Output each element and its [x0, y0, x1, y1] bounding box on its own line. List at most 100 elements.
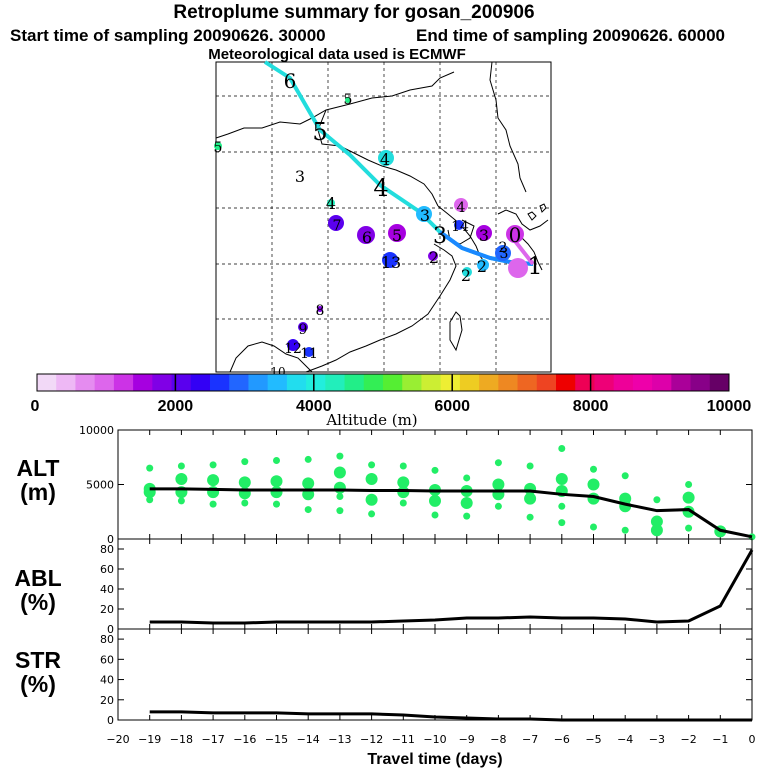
map-day-label: 5: [344, 92, 353, 108]
x-tick-label: −18: [170, 733, 193, 746]
x-tick-label: −10: [423, 733, 446, 746]
y-tick-label: 5000: [86, 479, 114, 492]
x-tick-label: −3: [649, 733, 665, 746]
x-tick-label: −1: [712, 733, 728, 746]
map-day-label: 2: [477, 257, 487, 276]
colorbar-swatch: [479, 374, 499, 391]
alt-particle-point: [494, 459, 502, 467]
alt-particle-point: [333, 481, 346, 494]
chart-title: Retroplume summary for gosan_200906: [173, 2, 535, 23]
x-tick-label: −14: [297, 733, 320, 746]
map-day-label: 4: [326, 194, 336, 213]
alt-particle-point: [524, 492, 537, 505]
x-tick-label: −20: [106, 733, 129, 746]
colorbar-swatch: [421, 374, 442, 391]
x-tick-label: −19: [138, 733, 161, 746]
alt-particle-point: [207, 474, 220, 487]
alt-particle-point: [177, 462, 185, 470]
alt-particle-point: [587, 478, 600, 491]
map-particles: [214, 97, 528, 357]
x-tick-label: −9: [459, 733, 475, 746]
x-tick-label: −6: [554, 733, 570, 746]
alt-particle-point: [273, 457, 280, 465]
map-day-label: 2: [461, 266, 471, 285]
map-day-label: 3: [295, 167, 305, 186]
alt-particle-point: [685, 481, 693, 488]
x-tick-label: −13: [328, 733, 351, 746]
alt-particle-point: [431, 466, 439, 474]
x-tick-label: −17: [201, 733, 224, 746]
alt-particle-point: [492, 478, 505, 491]
map-day-label: 9: [299, 322, 308, 338]
alt-particle-point: [368, 510, 376, 518]
colorbar-swatch: [248, 374, 269, 391]
alt-particle-point: [365, 473, 378, 486]
panel-alt: 10000 5000 0: [79, 424, 756, 546]
map-day-label: 4: [380, 150, 390, 169]
alt-particle-point: [463, 474, 471, 482]
alt-particle-point: [336, 507, 344, 515]
y-tick-label: 0: [107, 533, 114, 546]
alt-particle-point: [590, 465, 597, 473]
map-day-label: 5: [214, 140, 223, 156]
alt-particle-point: [431, 511, 439, 519]
start-time-label: Start time of sampling 20090626. 30000: [10, 26, 326, 45]
map-day-label: 14: [451, 219, 469, 235]
x-tick-label: −11: [392, 733, 415, 746]
alt-particle-point: [209, 461, 217, 469]
alt-particle-point: [209, 500, 217, 508]
alt-particle-point: [460, 497, 473, 510]
alt-particle-point: [526, 462, 534, 470]
colorbar-swatch: [152, 374, 173, 391]
colorbar-swatch: [440, 374, 461, 391]
y-tick-label: 10000: [79, 424, 114, 437]
colorbar-tick-label: 6000: [434, 398, 470, 415]
map-day-label: 2: [499, 240, 508, 256]
panel-abl: 80 60 40 20 0: [100, 538, 754, 636]
alt-particle-point: [304, 455, 312, 463]
x-tick-label: −12: [360, 733, 383, 746]
x-axis-title: Travel time (days): [367, 751, 502, 768]
alt-particle-point: [399, 462, 407, 470]
alt-particle-point: [429, 494, 441, 507]
alt-particle-point: [555, 473, 568, 486]
map-day-label: 6: [362, 228, 372, 247]
y-tick-label: 20: [100, 694, 114, 707]
abl-label: ABL (%): [14, 565, 62, 615]
alt-particle-point: [175, 473, 188, 486]
str-label: STR (%): [15, 647, 61, 697]
x-tick-label: 0: [749, 733, 756, 746]
colorbar-swatch: [632, 374, 653, 391]
alt-particle-point: [650, 524, 663, 537]
alt-particle-point: [590, 523, 597, 531]
colorbar-swatch: [459, 374, 480, 391]
alt-particle-point: [526, 513, 534, 521]
alt-particle-point: [494, 502, 502, 510]
map-day-label: 13: [381, 253, 401, 272]
alt-particle-point: [304, 506, 312, 514]
colorbar-swatch: [113, 374, 134, 391]
alt-particle-point: [146, 496, 154, 504]
alt-particle-point: [146, 464, 154, 472]
colorbar-swatch: [190, 374, 211, 391]
alt-particle-point: [558, 502, 566, 510]
x-tick-label: −2: [680, 733, 696, 746]
y-tick-label: 60: [100, 563, 114, 576]
colorbar-swatch: [37, 374, 57, 391]
map-frame: [215, 61, 552, 373]
colorbar-swatch: [536, 374, 557, 391]
y-tick-label: 20: [100, 603, 114, 616]
y-tick-label: 40: [100, 674, 114, 687]
alt-particle-point: [365, 493, 378, 506]
alt-particle-point: [302, 477, 315, 490]
x-tick-label: −5: [585, 733, 601, 746]
colorbar-swatch: [613, 374, 634, 391]
y-tick-label: 40: [100, 583, 114, 596]
map-day-label: 8: [316, 303, 325, 319]
x-tick-label: −4: [617, 733, 633, 746]
alt-particle-point: [177, 497, 185, 505]
